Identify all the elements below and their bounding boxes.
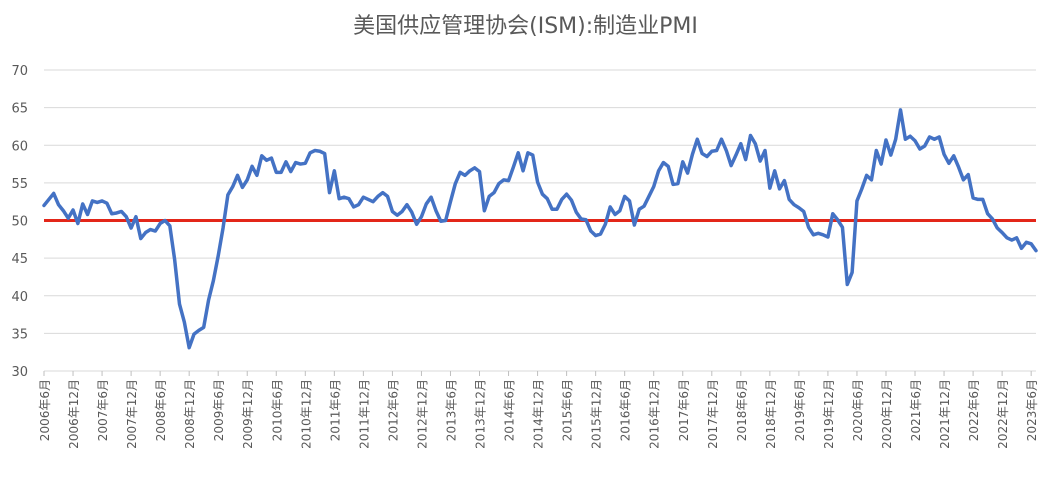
- x-tick-label: 2017年12月: [706, 379, 720, 449]
- x-tick-label: 2020年12月: [880, 379, 894, 449]
- x-tick-label: 2010年12月: [299, 379, 313, 449]
- x-tick-label: 2013年12月: [474, 379, 488, 449]
- x-tick-label: 2021年6月: [909, 379, 923, 441]
- x-tick-label: 2016年12月: [648, 379, 662, 449]
- x-tick-label: 2010年6月: [270, 379, 284, 441]
- x-tick-label: 2012年6月: [386, 379, 400, 441]
- y-tick-label: 70: [11, 64, 28, 79]
- x-tick-label: 2006年6月: [38, 379, 52, 441]
- x-tick-label: 2009年6月: [212, 379, 226, 441]
- x-tick-label: 2007年6月: [96, 379, 110, 441]
- x-tick-label: 2017年6月: [677, 379, 691, 441]
- x-tick-label: 2014年6月: [503, 379, 517, 441]
- x-tick-label: 2021年12月: [938, 379, 952, 449]
- x-tick-label: 2008年12月: [183, 379, 197, 449]
- x-tick-label: 2007年12月: [125, 379, 139, 449]
- x-tick-label: 2019年6月: [793, 379, 807, 441]
- chart-title: 美国供应管理协会(ISM):制造业PMI: [353, 14, 698, 39]
- x-tick-label: 2014年12月: [532, 379, 546, 449]
- x-tick-label: 2019年12月: [822, 379, 836, 449]
- x-tick-label: 2015年12月: [590, 379, 604, 449]
- y-tick-label: 45: [11, 252, 28, 267]
- x-tick-label: 2022年12月: [996, 379, 1010, 449]
- x-tick-label: 2020年6月: [851, 379, 865, 441]
- y-tick-label: 60: [11, 139, 28, 154]
- y-tick-label: 30: [11, 365, 28, 380]
- y-tick-label: 35: [11, 327, 28, 342]
- x-tick-label: 2018年6月: [735, 379, 749, 441]
- x-tick-label: 2012年12月: [415, 379, 429, 449]
- x-tick-label: 2008年6月: [154, 379, 168, 441]
- x-tick-label: 2013年6月: [444, 379, 458, 441]
- x-tick-label: 2006年12月: [67, 379, 81, 449]
- x-tick-label: 2018年12月: [764, 379, 778, 449]
- y-tick-label: 50: [11, 215, 28, 230]
- x-tick-label: 2009年12月: [241, 379, 255, 449]
- x-tick-label: 2022年6月: [967, 379, 981, 441]
- x-tick-label: 2011年12月: [357, 379, 371, 449]
- x-tick-label: 2015年6月: [561, 379, 575, 441]
- x-tick-label: 2016年6月: [619, 379, 633, 441]
- y-tick-label: 65: [11, 102, 28, 117]
- x-tick-label: 2023年6月: [1025, 379, 1039, 441]
- series-line-pmi: [42, 108, 1038, 350]
- y-tick-label: 55: [11, 177, 28, 192]
- x-tick-label: 2011年6月: [328, 379, 342, 441]
- y-tick-label: 40: [11, 290, 28, 305]
